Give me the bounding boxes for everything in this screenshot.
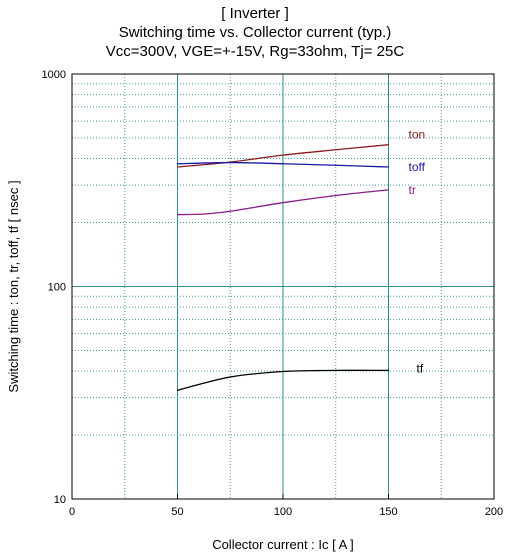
x-tick-label: 0 (69, 506, 75, 518)
data-point-ton (335, 149, 337, 151)
series-label-ton: ton (409, 128, 426, 142)
data-point-tr (387, 189, 390, 191)
y-tick-label: 100 (48, 282, 66, 294)
data-point-toff (229, 161, 231, 164)
data-point-toff (176, 163, 179, 165)
data-point-tf (176, 389, 179, 391)
series-lines: ton toff tr tf (176, 128, 426, 391)
x-tick-label: 100 (274, 506, 292, 518)
grid (72, 74, 494, 499)
data-point-ton (176, 166, 179, 168)
data-point-tr (176, 213, 179, 216)
y-tick-label: 1000 (42, 69, 66, 81)
x-axis-ticks: 0 50 100 150 200 (69, 494, 503, 518)
chart-title-line-3: Vcc=300V, VGE=+-15V, Rg=33ohm, Tj= 25C (105, 43, 405, 60)
data-point-tf (387, 369, 390, 371)
chart-title-line-2: Switching time vs. Collector current (ty… (118, 24, 392, 41)
series-label-tr: tr (409, 183, 416, 197)
data-point-tf (229, 376, 231, 378)
series-label-tf: tf (417, 361, 424, 375)
x-axis-label: Collector current : Ic [ A ] (212, 537, 354, 552)
data-point-toff (335, 164, 337, 166)
data-point-ton (282, 154, 284, 156)
chart-title-line-1: [ Inverter ] (221, 5, 289, 22)
data-point-tf (282, 370, 284, 373)
data-point-ton (387, 144, 390, 146)
data-point-tr (282, 202, 284, 204)
data-point-toff (282, 163, 284, 165)
data-point-tr (335, 194, 337, 197)
data-point-tf (335, 369, 337, 371)
data-point-tr (229, 210, 231, 212)
y-tick-label: 10 (54, 494, 66, 506)
y-axis-ticks: 10 100 1000 (42, 69, 66, 506)
x-tick-label: 200 (485, 506, 503, 518)
data-point-tr (202, 213, 204, 215)
x-tick-label: 50 (171, 506, 183, 518)
data-point-toff (387, 166, 390, 168)
x-tick-label: 150 (379, 506, 397, 518)
series-label-toff: toff (409, 160, 426, 174)
series-line-tr (177, 189, 389, 216)
y-axis-label: Switching time : ton, tr, toff, tf [ nse… (6, 180, 21, 392)
